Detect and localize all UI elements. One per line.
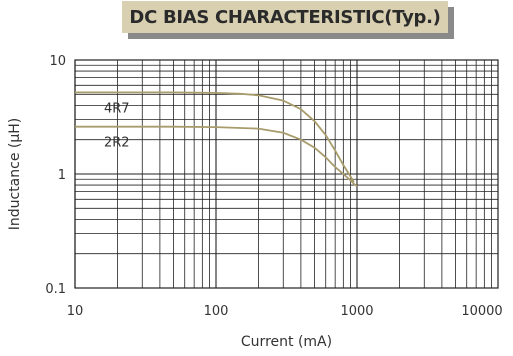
- y-tick-label: 0.1: [45, 282, 66, 297]
- tick-labels: 10 100 1000 10000 10 1 0.1: [45, 54, 502, 319]
- x-tick-label: 10: [67, 304, 84, 319]
- series-label-2r2: 2R2: [104, 136, 130, 151]
- plot-frame: [74, 59, 499, 289]
- title-box: DC BIAS CHARACTERISTIC(Typ.): [122, 1, 448, 33]
- y-tick-label: 1: [58, 168, 66, 183]
- y-tick-label: 10: [49, 54, 66, 69]
- chart-title: DC BIAS CHARACTERISTIC(Typ.): [129, 6, 441, 28]
- x-tick-label: 100: [204, 304, 229, 319]
- grid-lines: [74, 60, 498, 289]
- series-label-4r7: 4R7: [104, 101, 130, 116]
- series-lines: [75, 91, 358, 188]
- y-axis-label: Inductance (μH): [7, 118, 23, 231]
- series-line-4r7: [75, 91, 355, 183]
- x-tick-label: 10000: [461, 304, 502, 319]
- series-line-2r2: [75, 125, 358, 188]
- series-labels: 4R7 2R2: [104, 101, 130, 150]
- x-axis-label: Current (mA): [241, 334, 332, 350]
- chart-title-banner: DC BIAS CHARACTERISTIC(Typ.): [122, 1, 458, 39]
- x-tick-label: 1000: [340, 304, 373, 319]
